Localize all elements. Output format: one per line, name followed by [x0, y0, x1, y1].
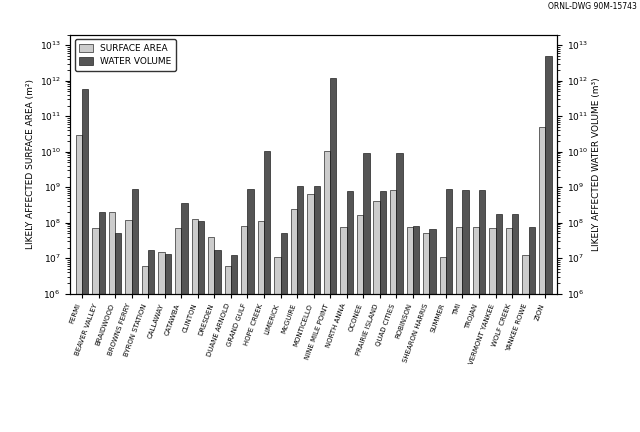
Bar: [413, 226, 419, 432]
Bar: [314, 186, 320, 432]
Bar: [357, 215, 364, 432]
Bar: [132, 189, 138, 432]
Bar: [490, 228, 495, 432]
Bar: [324, 151, 330, 432]
Bar: [440, 257, 446, 432]
Bar: [506, 228, 512, 432]
Bar: [258, 221, 264, 432]
Bar: [291, 209, 297, 432]
Bar: [175, 228, 181, 432]
Bar: [390, 190, 396, 432]
Bar: [231, 255, 237, 432]
Bar: [280, 233, 287, 432]
Bar: [539, 127, 545, 432]
Text: ORNL-DWG 90M-15743: ORNL-DWG 90M-15743: [548, 2, 637, 11]
Bar: [473, 227, 479, 432]
Bar: [208, 237, 214, 432]
Bar: [374, 201, 380, 432]
Bar: [364, 152, 369, 432]
Bar: [148, 250, 154, 432]
Bar: [423, 233, 429, 432]
Y-axis label: LIKELY AFFECTED SURFACE AREA (m²): LIKELY AFFECTED SURFACE AREA (m²): [26, 79, 35, 249]
Bar: [479, 190, 485, 432]
Bar: [92, 228, 99, 432]
Bar: [340, 227, 347, 432]
Bar: [241, 226, 248, 432]
Bar: [164, 254, 171, 432]
Bar: [463, 190, 468, 432]
Bar: [495, 214, 502, 432]
Bar: [214, 250, 221, 432]
Bar: [512, 214, 518, 432]
Bar: [264, 151, 270, 432]
Bar: [330, 78, 337, 432]
Bar: [109, 212, 115, 432]
Bar: [274, 257, 280, 432]
Bar: [248, 189, 253, 432]
Bar: [347, 191, 353, 432]
Legend: SURFACE AREA, WATER VOLUME: SURFACE AREA, WATER VOLUME: [75, 39, 176, 71]
Bar: [181, 203, 188, 432]
Y-axis label: LIKELY AFFECTED WATER VOLUME (m³): LIKELY AFFECTED WATER VOLUME (m³): [592, 77, 601, 251]
Bar: [446, 189, 452, 432]
Bar: [456, 227, 463, 432]
Bar: [159, 252, 164, 432]
Bar: [406, 227, 413, 432]
Bar: [307, 194, 314, 432]
Bar: [380, 191, 386, 432]
Bar: [125, 220, 132, 432]
Bar: [191, 219, 198, 432]
Bar: [76, 135, 82, 432]
Bar: [198, 221, 204, 432]
Bar: [142, 266, 148, 432]
Bar: [225, 266, 231, 432]
Bar: [429, 229, 436, 432]
Bar: [115, 233, 122, 432]
Bar: [529, 227, 535, 432]
Bar: [82, 89, 88, 432]
Bar: [545, 56, 552, 432]
Bar: [522, 255, 529, 432]
Bar: [396, 152, 403, 432]
Bar: [99, 212, 105, 432]
Bar: [297, 186, 303, 432]
